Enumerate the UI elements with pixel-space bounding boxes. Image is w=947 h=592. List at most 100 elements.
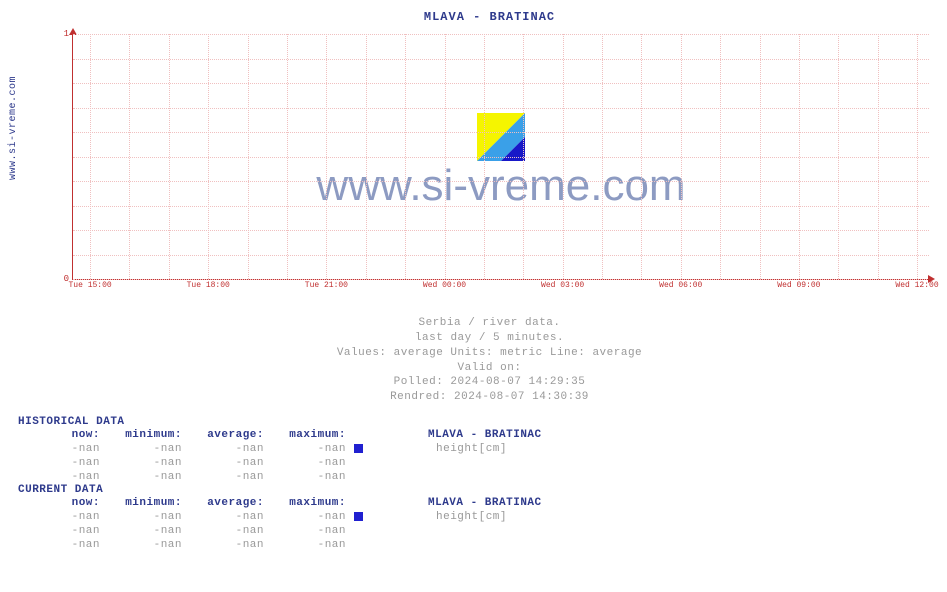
- data-cell: -nan: [182, 470, 264, 484]
- measurement-label: height[cm]: [428, 510, 542, 524]
- gridline-vertical-minor: [287, 34, 288, 279]
- meta-polled: Polled: 2024-08-07 14:29:35: [42, 375, 937, 390]
- x-tick-label: Wed 06:00: [659, 279, 702, 290]
- column-header: minimum:: [100, 428, 182, 442]
- chart-title: MLAVA - BRATINAC: [42, 10, 937, 24]
- series-swatch-icon: [354, 444, 363, 453]
- gridline-vertical-minor: [169, 34, 170, 279]
- swatch-cell: [346, 442, 428, 456]
- gridline-horizontal: [73, 181, 929, 182]
- table-row: -nan-nan-nan-nan: [18, 456, 542, 470]
- x-axis-arrow-icon: [928, 275, 935, 283]
- gridline-vertical-major: [445, 34, 446, 279]
- x-tick-label: Wed 00:00: [423, 279, 466, 290]
- gridline-horizontal: [73, 230, 929, 231]
- data-cell: -nan: [264, 524, 346, 538]
- gridline-vertical-minor: [760, 34, 761, 279]
- gridline-horizontal: [73, 157, 929, 158]
- gridline-vertical-major: [90, 34, 91, 279]
- measurement-label: [428, 470, 542, 484]
- table-row: -nan-nan-nan-nan: [18, 538, 542, 552]
- gridline-vertical-minor: [248, 34, 249, 279]
- gridline-vertical-major: [917, 34, 918, 279]
- x-tick-label: Tue 18:00: [187, 279, 230, 290]
- gridline-vertical-major: [681, 34, 682, 279]
- measurement-label: height[cm]: [428, 442, 542, 456]
- gridline-vertical-major: [208, 34, 209, 279]
- data-cell: -nan: [18, 538, 100, 552]
- data-cell: -nan: [264, 442, 346, 456]
- column-header: average:: [182, 496, 264, 510]
- gridline-vertical-minor: [838, 34, 839, 279]
- table-row: -nan-nan-nan-nan: [18, 524, 542, 538]
- column-header: average:: [182, 428, 264, 442]
- data-cell: -nan: [100, 442, 182, 456]
- plot-region: www.si-vreme.com 01Tue 15:00Tue 18:00Tue…: [72, 34, 929, 280]
- data-cell: -nan: [18, 456, 100, 470]
- gridline-vertical-major: [799, 34, 800, 279]
- gridline-horizontal: [73, 108, 929, 109]
- data-cell: -nan: [182, 442, 264, 456]
- watermark-text: www.si-vreme.com: [316, 161, 685, 211]
- swatch-cell: [346, 470, 428, 484]
- data-cell: -nan: [100, 470, 182, 484]
- data-cell: -nan: [100, 456, 182, 470]
- gridline-vertical-minor: [484, 34, 485, 279]
- station-label: MLAVA - BRATINAC: [428, 496, 542, 510]
- meta-valid: Valid on:: [42, 361, 937, 376]
- table-row: -nan-nan-nan-nanheight[cm]: [18, 442, 542, 456]
- station-label: MLAVA - BRATINAC: [428, 428, 542, 442]
- gridline-horizontal: [73, 59, 929, 60]
- gridline-vertical-minor: [720, 34, 721, 279]
- chart-metadata: Serbia / river data. last day / 5 minute…: [42, 316, 937, 405]
- gridline-vertical-minor: [129, 34, 130, 279]
- gridline-vertical-minor: [878, 34, 879, 279]
- data-cell: -nan: [182, 538, 264, 552]
- column-header: maximum:: [264, 428, 346, 442]
- meta-values: Values: average Units: metric Line: aver…: [42, 346, 937, 361]
- data-cell: -nan: [264, 456, 346, 470]
- historical-header: HISTORICAL DATA: [18, 416, 937, 428]
- gridline-vertical-minor: [405, 34, 406, 279]
- measurement-label: [428, 524, 542, 538]
- river-chart: MLAVA - BRATINAC www.si-vreme.com 01Tue …: [42, 10, 937, 310]
- meta-interval: last day / 5 minutes.: [42, 331, 937, 346]
- x-tick-label: Wed 09:00: [777, 279, 820, 290]
- swatch-cell: [346, 456, 428, 470]
- gridline-horizontal: [73, 132, 929, 133]
- plot-container: www.si-vreme.com 01Tue 15:00Tue 18:00Tue…: [42, 30, 937, 300]
- current-table: now:minimum:average:maximum:MLAVA - BRAT…: [18, 496, 542, 552]
- y-tick-label: 1: [64, 29, 73, 39]
- gridline-vertical-minor: [366, 34, 367, 279]
- data-cell: -nan: [18, 442, 100, 456]
- data-cell: -nan: [18, 510, 100, 524]
- data-cell: -nan: [100, 538, 182, 552]
- series-swatch-icon: [354, 512, 363, 521]
- data-cell: -nan: [18, 524, 100, 538]
- gridline-vertical-major: [563, 34, 564, 279]
- site-label: www.si-vreme.com: [8, 76, 19, 180]
- measurement-label: [428, 456, 542, 470]
- spacer: [346, 428, 428, 442]
- data-cell: -nan: [18, 470, 100, 484]
- historical-table: now:minimum:average:maximum: MLAVA - BRAT…: [18, 428, 542, 484]
- data-cell: -nan: [264, 470, 346, 484]
- meta-rendered: Rendred: 2024-08-07 14:30:39: [42, 390, 937, 405]
- gridline-horizontal: [73, 83, 929, 84]
- data-cell: -nan: [100, 510, 182, 524]
- x-tick-label: Tue 21:00: [305, 279, 348, 290]
- swatch-cell: [346, 510, 428, 524]
- column-header: now:: [18, 428, 100, 442]
- swatch-cell: [346, 524, 428, 538]
- spacer: [346, 496, 428, 510]
- data-cell: -nan: [182, 524, 264, 538]
- x-tick-label: Tue 15:00: [69, 279, 112, 290]
- measurement-label: [428, 538, 542, 552]
- data-cell: -nan: [100, 524, 182, 538]
- data-cell: -nan: [182, 456, 264, 470]
- gridline-vertical-minor: [523, 34, 524, 279]
- column-header: now:: [18, 496, 100, 510]
- x-tick-label: Wed 03:00: [541, 279, 584, 290]
- gridline-vertical-minor: [602, 34, 603, 279]
- swatch-cell: [346, 538, 428, 552]
